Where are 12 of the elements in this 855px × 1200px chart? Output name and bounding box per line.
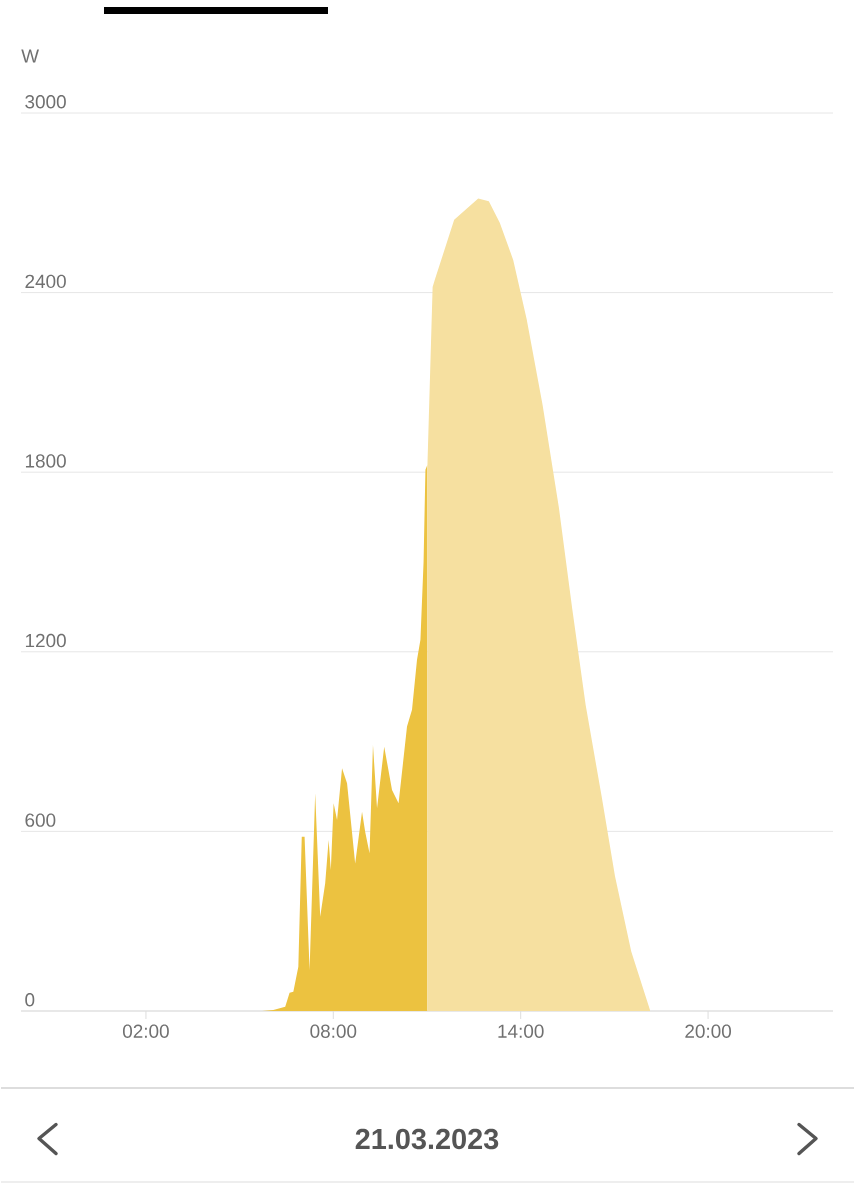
x-tick-label: 08:00	[310, 1024, 357, 1038]
y-axis-title: W	[21, 49, 39, 63]
y-tick-label: 0	[25, 993, 35, 1007]
x-axis-title: 21.03.2023	[355, 1128, 499, 1150]
x-tick-label: 02:00	[122, 1024, 169, 1038]
y-tick-label: 1800	[25, 454, 66, 468]
y-tick-label: 600	[25, 813, 56, 827]
y-tick-label: 3000	[25, 95, 66, 109]
y-tick-label: 1200	[25, 633, 66, 648]
y-tick-label: 2400	[25, 274, 66, 289]
x-tick-label: 14:00	[498, 1024, 544, 1038]
x-tick-label: 20:00	[685, 1024, 732, 1038]
